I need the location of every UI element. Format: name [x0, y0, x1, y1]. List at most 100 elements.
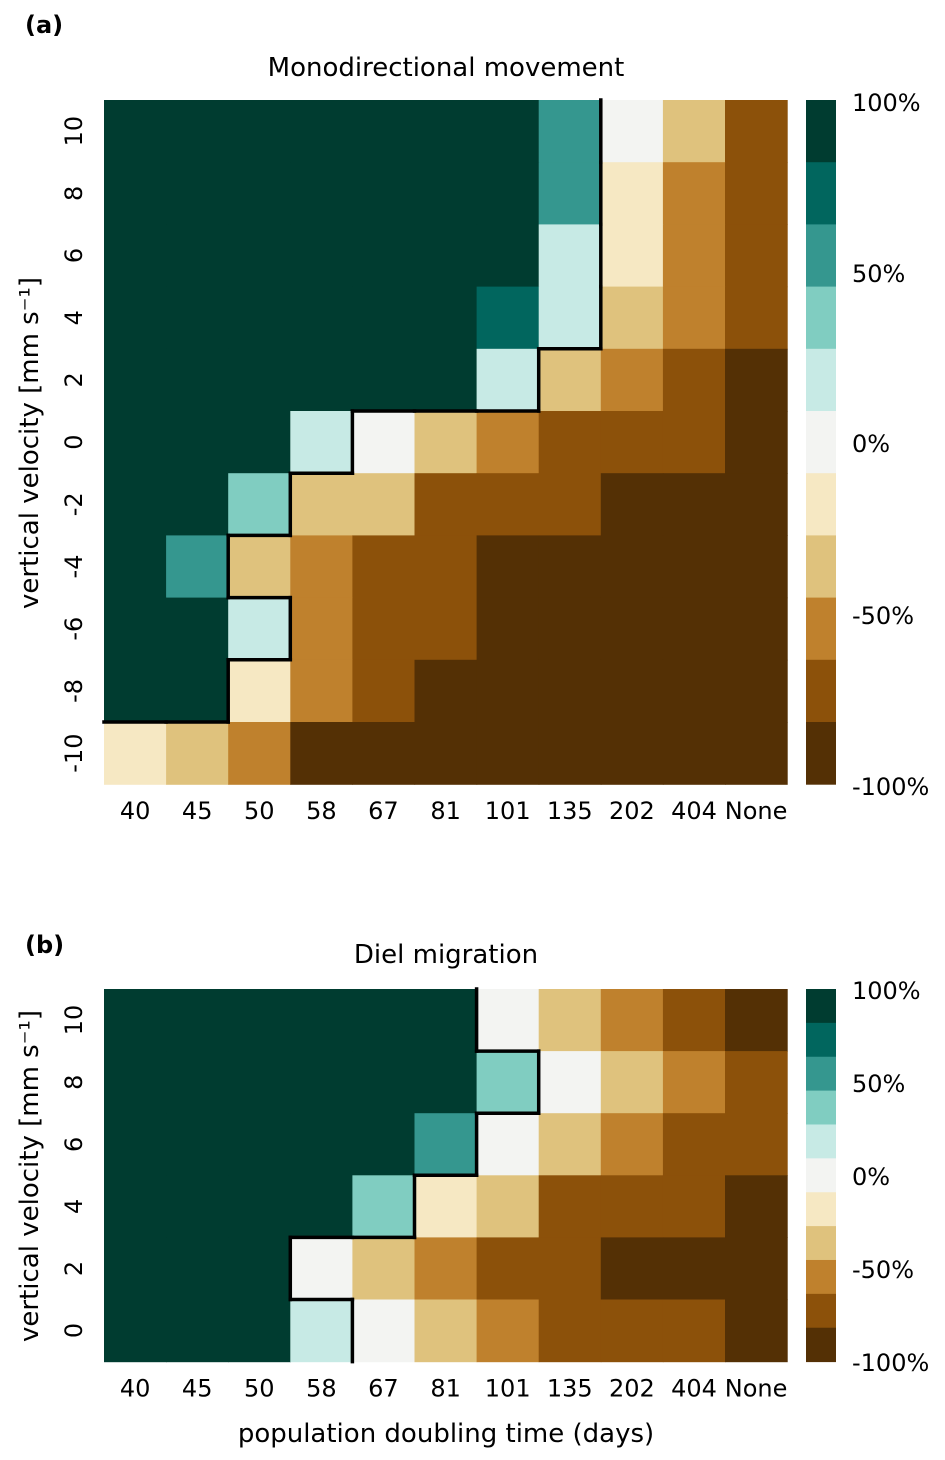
x-tick-b-1: 45	[182, 1375, 213, 1403]
cell-a-r1-c8	[600, 162, 664, 225]
cell-a-r8-c6	[476, 597, 540, 661]
cell-a-r1-c4	[352, 162, 416, 225]
x-tick-b-6: 101	[485, 1375, 531, 1403]
cell-b-r4-c8	[600, 1237, 664, 1301]
cell-b-r1-c4	[352, 1051, 416, 1114]
cell-a-r5-c8	[600, 411, 664, 474]
panel-a-colorbar	[806, 100, 836, 785]
y-tick-a-0: 10	[60, 116, 88, 147]
cell-a-r6-c7	[538, 473, 602, 536]
cell-a-r4-c1	[166, 348, 229, 412]
cell-b-r1-c5	[414, 1051, 478, 1114]
cell-a-r8-c2	[228, 597, 291, 661]
cell-a-r7-c0	[104, 535, 167, 599]
cell-a-r2-c2	[228, 224, 291, 288]
cell-a-r0-c1	[166, 100, 229, 163]
colorbar-seg-a-5	[806, 411, 836, 474]
panel-b-label: (b)	[25, 931, 64, 959]
colorbar-seg-b-10	[806, 1327, 836, 1363]
panel-a-colorbar-ticks: 100% 50% 0% -50% -100%	[852, 89, 929, 801]
cell-a-r7-c5	[414, 535, 478, 599]
cell-b-r0-c6	[476, 989, 540, 1052]
cell-a-r10-c1	[166, 722, 229, 785]
panel-a-label: (a)	[25, 11, 63, 39]
cell-a-r8-c0	[104, 597, 167, 661]
cell-a-r0-c6	[476, 100, 540, 163]
cell-b-r0-c10	[725, 989, 788, 1052]
cb-a-tick-100: 100%	[852, 89, 921, 117]
y-tick-a-2: 6	[60, 248, 88, 263]
colorbar-seg-a-7	[806, 535, 836, 599]
cell-b-r5-c5	[414, 1299, 478, 1363]
cb-a-tick-50: 50%	[852, 260, 905, 288]
cell-a-r7-c8	[600, 535, 664, 599]
cell-a-r6-c9	[662, 473, 726, 536]
colorbar-seg-a-4	[806, 348, 836, 412]
cell-a-r9-c9	[662, 659, 726, 723]
cell-a-r8-c7	[538, 597, 602, 661]
x-tick-a-7: 135	[547, 797, 593, 825]
cell-a-r6-c4	[352, 473, 416, 536]
y-tick-a-10: -10	[60, 733, 88, 772]
cell-a-r1-c3	[290, 162, 353, 225]
x-tick-b-2: 50	[244, 1375, 275, 1403]
cell-b-r3-c10	[725, 1175, 788, 1238]
panel-b-y-axis-title: vertical velocity [mm s⁻¹]	[15, 1010, 45, 1342]
colorbar-seg-b-3	[806, 1090, 836, 1125]
cell-a-r2-c9	[662, 224, 726, 288]
cell-b-r1-c1	[166, 1051, 229, 1114]
colorbar-seg-a-6	[806, 473, 836, 536]
cell-b-r2-c8	[600, 1113, 664, 1176]
cell-a-r2-c5	[414, 224, 478, 288]
cell-a-r0-c9	[662, 100, 726, 163]
cell-a-r4-c5	[414, 348, 478, 412]
cell-b-r3-c4	[352, 1175, 416, 1238]
cell-b-r3-c3	[290, 1175, 353, 1238]
cb-b-tick-minus50: -50%	[852, 1256, 914, 1284]
x-tick-a-9: 404	[671, 797, 717, 825]
colorbar-seg-a-0	[806, 100, 836, 163]
y-tick-b-3: 4	[60, 1199, 88, 1214]
cell-b-r2-c10	[725, 1113, 788, 1176]
cell-a-r2-c10	[725, 224, 788, 288]
cell-b-r2-c0	[104, 1113, 167, 1176]
cell-b-r5-c1	[166, 1299, 229, 1363]
cell-a-r8-c1	[166, 597, 229, 661]
cell-b-r3-c6	[476, 1175, 540, 1238]
cell-b-r4-c7	[538, 1237, 602, 1301]
panel-a-title: Monodirectional movement	[268, 53, 625, 83]
panel-a-y-axis-title: vertical velocity [mm s⁻¹]	[15, 277, 45, 609]
colorbar-seg-a-1	[806, 162, 836, 225]
cell-a-r4-c2	[228, 348, 291, 412]
cell-b-r1-c3	[290, 1051, 353, 1114]
cell-a-r10-c6	[476, 722, 540, 785]
cell-b-r3-c2	[228, 1175, 291, 1238]
panel-a-boundary	[102, 98, 603, 724]
cell-a-r10-c8	[600, 722, 664, 785]
panel-a-y-ticks: 10 8 6 4 2 0 -2 -4 -6 -8 -10	[60, 116, 88, 773]
cell-b-r1-c10	[725, 1051, 788, 1114]
x-tick-b-9: 404	[671, 1375, 717, 1403]
cell-a-r4-c6	[476, 348, 540, 412]
cell-a-r1-c6	[476, 162, 540, 225]
cell-b-r3-c7	[538, 1175, 602, 1238]
cell-a-r0-c2	[228, 100, 291, 163]
cell-b-r2-c5	[414, 1113, 478, 1176]
cell-b-r5-c3	[290, 1299, 353, 1363]
cell-a-r9-c5	[414, 659, 478, 723]
cell-b-r3-c0	[104, 1175, 167, 1238]
cell-b-r5-c6	[476, 1299, 540, 1363]
cb-a-tick-minus50: -50%	[852, 602, 914, 630]
cb-b-tick-minus100: -100%	[852, 1349, 929, 1377]
cell-a-r7-c10	[725, 535, 788, 599]
cell-b-r2-c3	[290, 1113, 353, 1176]
cell-a-r3-c4	[352, 286, 416, 350]
x-tick-b-8: 202	[609, 1375, 655, 1403]
cell-a-r8-c4	[352, 597, 416, 661]
cell-a-r5-c2	[228, 411, 291, 474]
colorbar-seg-b-1	[806, 1022, 836, 1058]
colorbar-seg-a-10	[806, 722, 836, 785]
y-tick-a-8: -6	[60, 617, 88, 641]
panel-b-colorbar-ticks: 100% 50% 0% -50% -100%	[852, 977, 929, 1377]
